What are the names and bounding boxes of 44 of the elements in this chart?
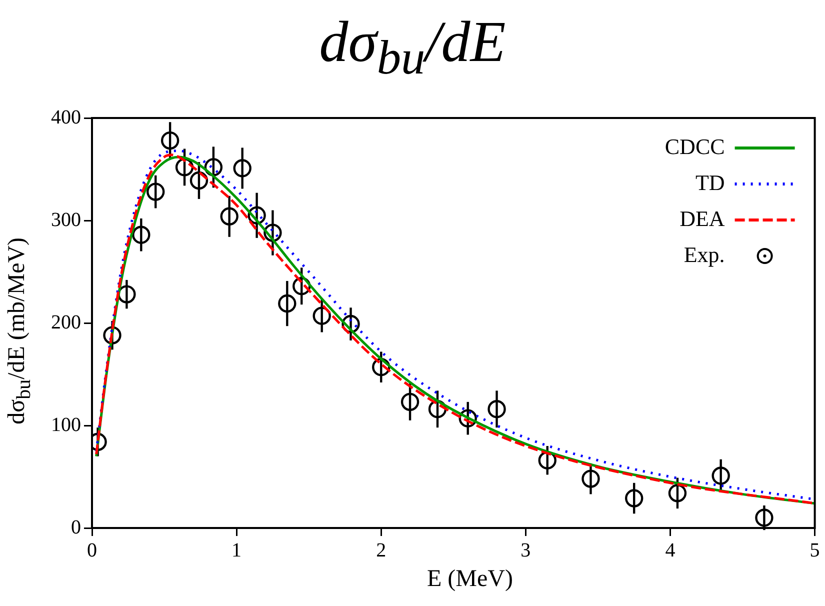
y-tick-label: 100: [51, 414, 81, 436]
y-tick-label: 400: [51, 106, 81, 128]
point: [538, 451, 556, 470]
point: [248, 206, 266, 224]
point: [712, 466, 730, 485]
legend-label: DEA: [680, 206, 725, 231]
x-tick-label: 1: [232, 539, 242, 562]
point: [428, 400, 447, 418]
point: [488, 400, 506, 418]
point: [204, 158, 223, 176]
point: [132, 226, 150, 244]
point: [190, 171, 208, 190]
point: [278, 294, 296, 313]
point: [264, 224, 282, 242]
point: [625, 489, 644, 508]
legend-label: Exp.: [684, 242, 725, 267]
point: [146, 182, 165, 201]
point: [400, 392, 420, 412]
x-axis-title: E (MeV): [426, 566, 514, 593]
y-tick-label: 200: [51, 311, 81, 334]
point: [342, 314, 360, 334]
chart-title: dσ$_{bu}$/dE: [318, 8, 507, 86]
point: [103, 326, 122, 344]
point: [668, 484, 687, 502]
point: [175, 158, 194, 176]
x-tick-label: 0: [87, 539, 97, 562]
x-tick-label: 3: [520, 539, 531, 562]
point: [292, 277, 311, 296]
legend-label: CDCC: [664, 134, 725, 159]
point: [118, 285, 136, 304]
x-tick-label: 2: [376, 539, 386, 562]
y-tick-label: 300: [51, 208, 81, 231]
point: [312, 306, 331, 325]
y-tick-label: 0: [71, 516, 81, 538]
x-tick-label: 5: [810, 539, 820, 562]
point: [220, 207, 238, 226]
point: [233, 159, 252, 178]
point: [755, 508, 774, 527]
point: [582, 470, 600, 488]
legend-label: TD: [695, 170, 725, 195]
x-tick-label: 4: [665, 539, 676, 562]
point: [372, 358, 390, 376]
point: [160, 131, 180, 150]
point: [458, 409, 477, 428]
